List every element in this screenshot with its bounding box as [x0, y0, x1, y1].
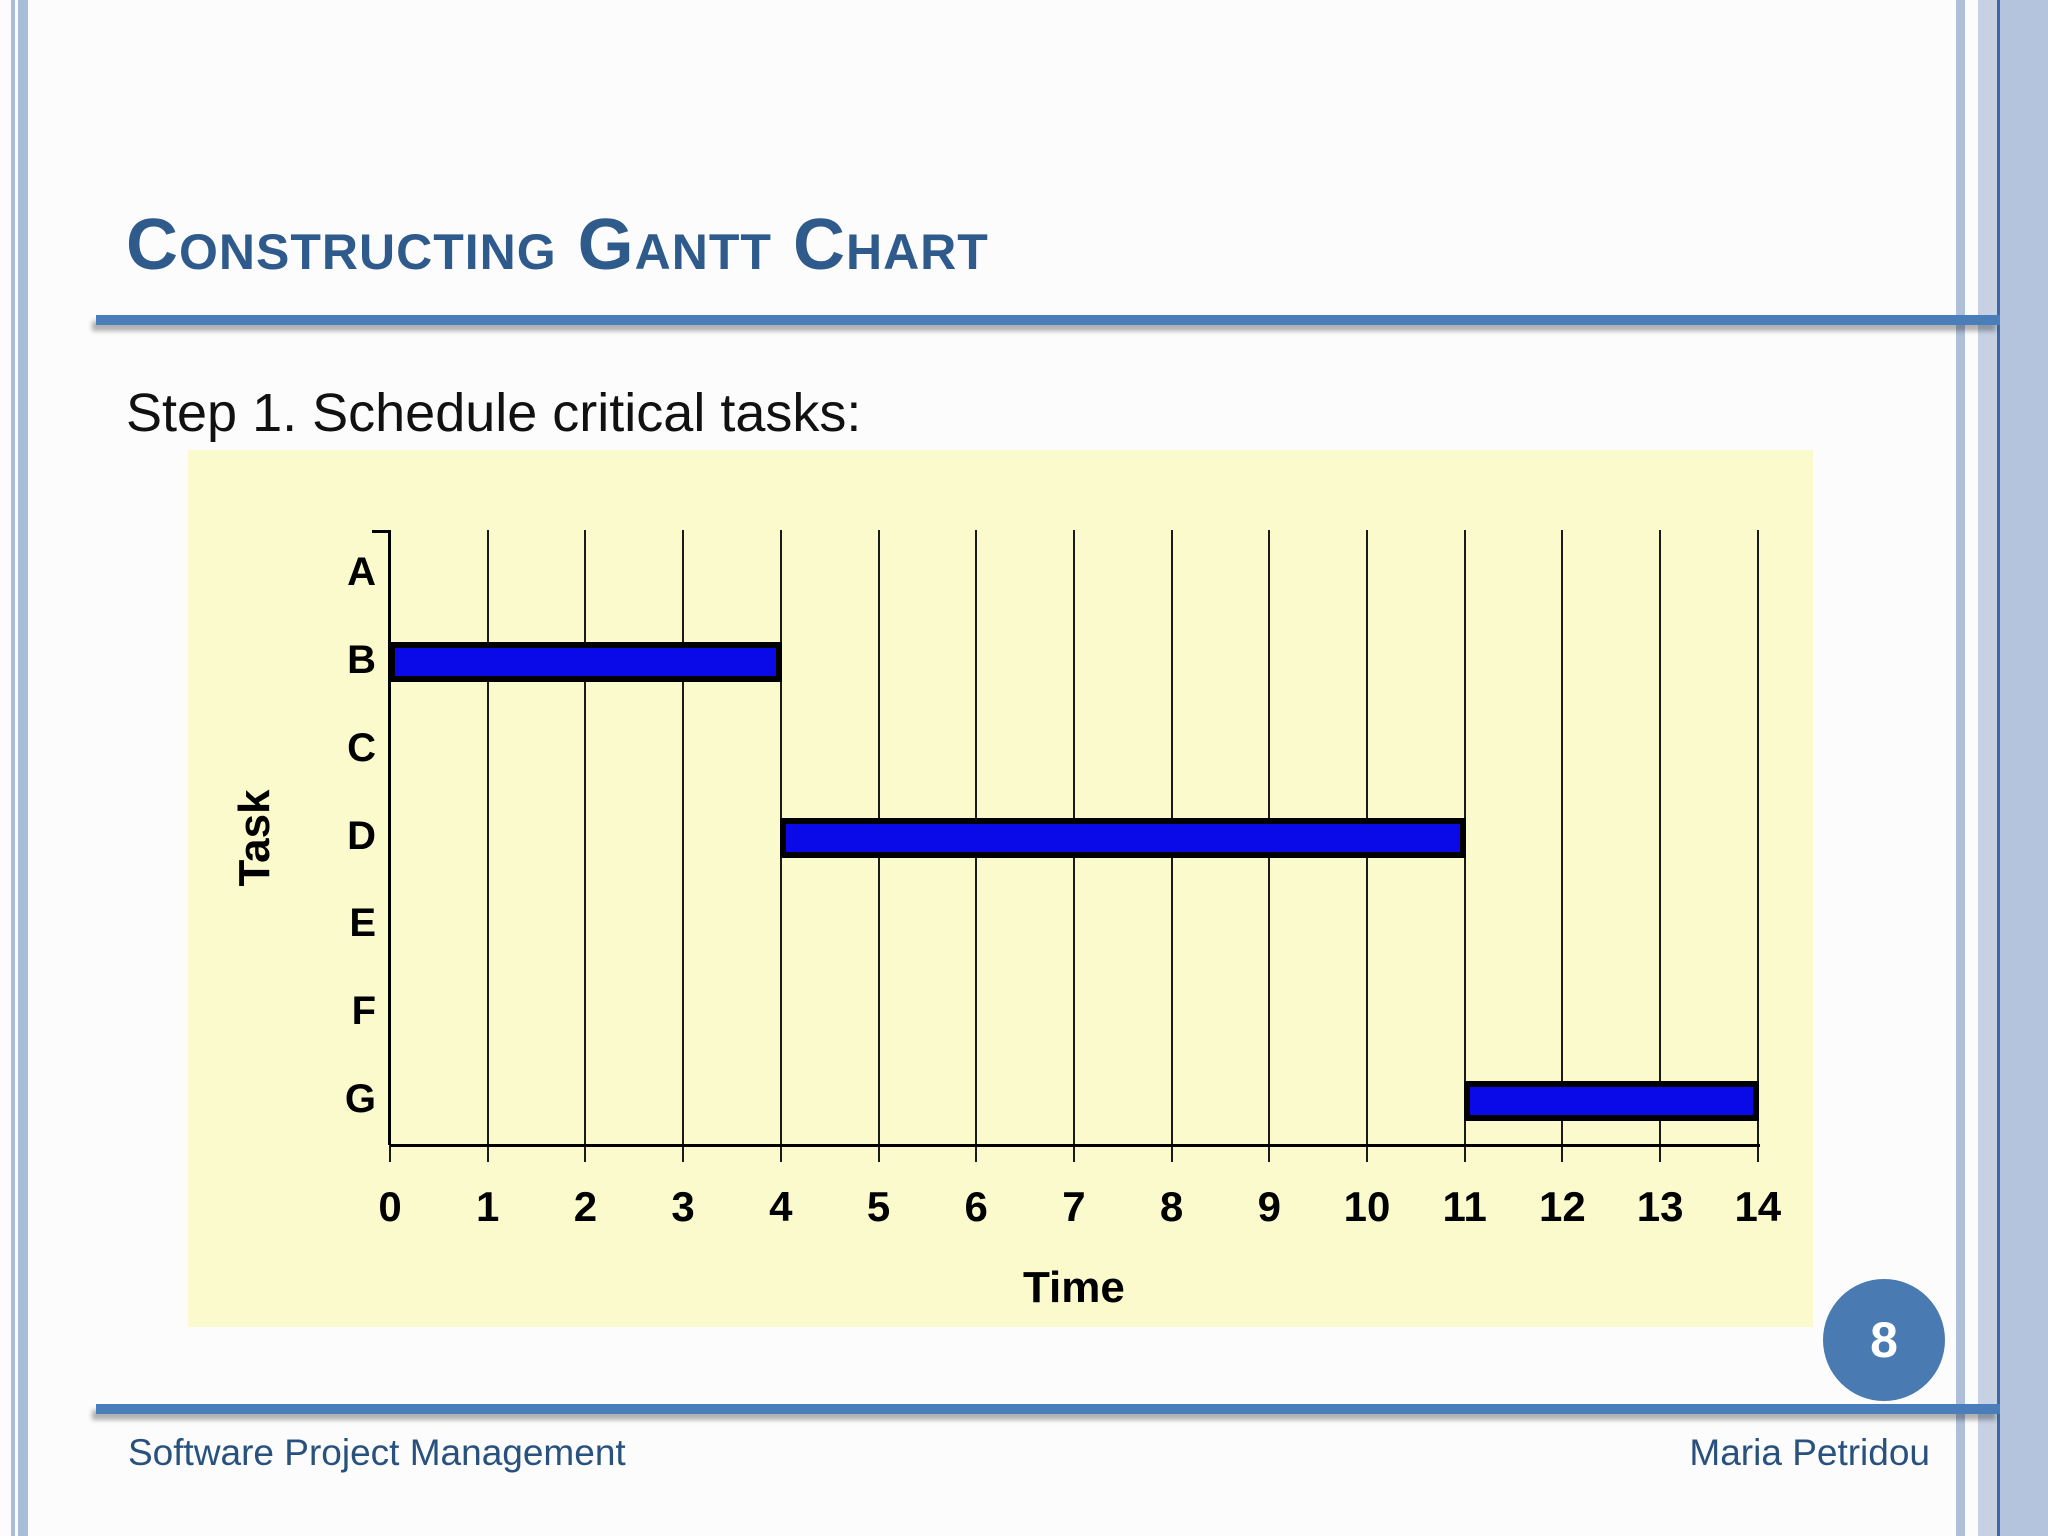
task-label: D: [347, 813, 376, 858]
gantt-bar: [389, 641, 782, 682]
right-border-thin-stripe: [1956, 0, 1965, 1536]
step-heading: Step 1. Schedule critical tasks:: [126, 383, 862, 443]
task-label: A: [347, 549, 376, 594]
x-tick-label: 14: [1734, 1183, 1782, 1230]
right-border-outer-band: [2000, 0, 2048, 1536]
task-label: E: [349, 901, 376, 946]
task-label: G: [344, 1077, 376, 1122]
x-tick-label: 13: [1636, 1183, 1684, 1230]
grid-line: [1659, 530, 1662, 1162]
grid-line: [1561, 530, 1564, 1162]
gantt-bar: [779, 817, 1466, 858]
x-tick-label: 8: [1159, 1183, 1184, 1230]
left-border-thin-stripe: [11, 0, 15, 1536]
page-number-badge: 8: [1823, 1279, 1945, 1401]
x-tick-label: 0: [378, 1183, 402, 1230]
grid-line: [682, 530, 685, 1162]
x-tick-label: 6: [964, 1183, 988, 1230]
y-axis-line: [388, 530, 391, 1145]
task-label: B: [347, 637, 376, 682]
x-tick-label: 2: [573, 1183, 598, 1230]
x-axis-line: [390, 1144, 1760, 1147]
gantt-chart: 0 1 2 3 4 5 6 7 8 9 10 11 12 13 14 A B C D E F G Time Task: [188, 450, 1813, 1327]
task-label: C: [347, 725, 376, 770]
x-tick-label: 1: [476, 1183, 500, 1230]
x-tick-label: 4: [769, 1183, 793, 1230]
left-border-thick-stripe: [18, 0, 28, 1536]
grid-line: [584, 530, 587, 1162]
right-border-light-band: [1978, 0, 1997, 1536]
y-axis-top-tick: [372, 530, 390, 533]
time-axis-label: Time: [1022, 1263, 1125, 1312]
right-border-dark-line: [1997, 0, 2000, 1536]
x-tick-label: 5: [866, 1183, 891, 1230]
grid-line: [486, 530, 489, 1162]
x-tick-label: 7: [1062, 1183, 1086, 1230]
title-rule: [96, 315, 2000, 325]
task-axis-label: Task: [230, 788, 279, 887]
footer-rule: [96, 1404, 2000, 1414]
footer-course-title: Software Project Management: [128, 1432, 626, 1473]
footer-author-name: Maria Petridou: [1689, 1432, 1930, 1473]
grid-line: [1756, 530, 1759, 1162]
slide-title: Constructing Gantt Chart: [126, 205, 989, 285]
task-label: F: [351, 989, 376, 1034]
x-tick-label: 3: [671, 1183, 695, 1230]
page-number: 8: [1870, 1312, 1898, 1368]
x-tick-label: 11: [1442, 1183, 1487, 1230]
x-tick-label: 9: [1257, 1183, 1281, 1230]
x-tick-label: 10: [1343, 1183, 1391, 1230]
x-tick-label: 12: [1539, 1183, 1586, 1230]
gantt-bar: [1463, 1081, 1759, 1122]
